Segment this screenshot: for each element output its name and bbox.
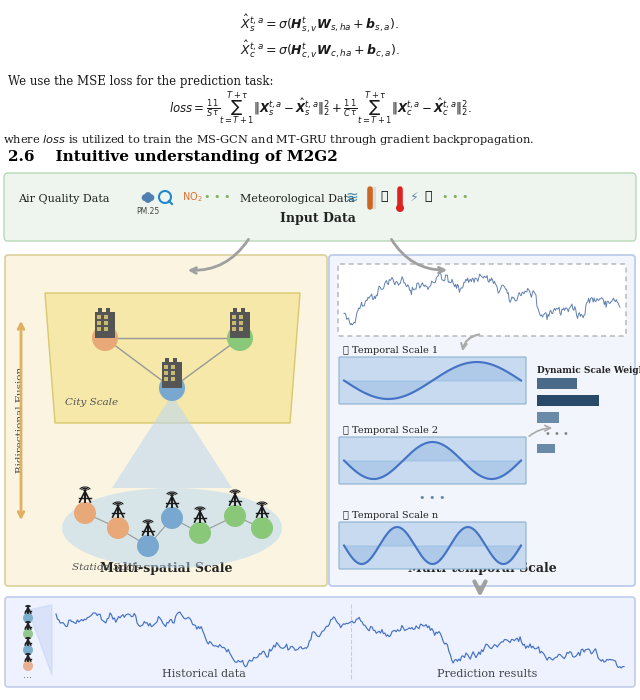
Bar	[232, 315, 236, 319]
Text: $loss = \frac{1}{S}\frac{1}{\tau}\sum_{t=T+1}^{T+\tau}\|\boldsymbol{X}_s^{t,a}-\: $loss = \frac{1}{S}\frac{1}{\tau}\sum_{t…	[169, 90, 471, 127]
Bar	[241, 308, 245, 313]
Text: $\hat{X}_c^{t,a} = \sigma(\boldsymbol{H}_{c,v}^t \boldsymbol{W}_{c,ha} + \boldsy: $\hat{X}_c^{t,a} = \sigma(\boldsymbol{H}…	[240, 38, 400, 61]
Bar	[537, 444, 555, 453]
Text: Bidirectional Fusion: Bidirectional Fusion	[17, 367, 26, 473]
Circle shape	[145, 196, 152, 203]
Text: • • •: • • •	[545, 429, 569, 439]
Text: • • •: • • •	[442, 192, 468, 202]
Bar	[173, 358, 177, 363]
Bar	[162, 362, 182, 388]
Bar	[537, 412, 559, 423]
FancyBboxPatch shape	[4, 173, 636, 241]
Text: City Scale: City Scale	[65, 398, 118, 407]
Circle shape	[147, 194, 154, 201]
Bar	[239, 327, 243, 331]
Text: Multi-spatial Scale: Multi-spatial Scale	[100, 562, 232, 575]
Bar	[98, 308, 102, 313]
Text: Dynamic Scale Weights: Dynamic Scale Weights	[537, 366, 640, 375]
Text: We use the MSE loss for the prediction task:: We use the MSE loss for the prediction t…	[8, 75, 273, 88]
Bar	[104, 315, 108, 319]
FancyBboxPatch shape	[338, 264, 626, 336]
Circle shape	[107, 517, 129, 539]
Circle shape	[92, 325, 118, 351]
Text: 2.6    Intuitive understanding of M2G2: 2.6 Intuitive understanding of M2G2	[8, 150, 338, 164]
Bar	[95, 312, 115, 338]
Bar	[104, 321, 108, 325]
Circle shape	[189, 522, 211, 544]
Polygon shape	[112, 401, 232, 488]
Text: $\mathrm{NO_2}$: $\mathrm{NO_2}$	[182, 190, 203, 204]
Text: ≋: ≋	[346, 190, 358, 204]
FancyBboxPatch shape	[339, 437, 526, 484]
Bar	[164, 371, 168, 375]
Circle shape	[227, 325, 253, 351]
Bar	[104, 327, 108, 331]
Text: where $\it{loss}$ is utilized to train the MS-GCN and MT-GRU through gradient ba: where $\it{loss}$ is utilized to train t…	[3, 133, 534, 147]
Bar	[106, 308, 110, 313]
Bar	[97, 315, 101, 319]
Text: • • •: • • •	[419, 493, 445, 503]
Circle shape	[396, 204, 404, 212]
Circle shape	[23, 613, 33, 623]
Polygon shape	[28, 605, 52, 675]
Bar	[164, 365, 168, 369]
Text: ① Temporal Scale 2: ① Temporal Scale 2	[343, 426, 438, 435]
Bar	[171, 365, 175, 369]
Circle shape	[224, 505, 246, 527]
Circle shape	[74, 502, 96, 524]
Bar	[97, 321, 101, 325]
FancyBboxPatch shape	[5, 255, 327, 586]
Bar	[232, 321, 236, 325]
FancyBboxPatch shape	[329, 255, 635, 586]
Circle shape	[23, 629, 33, 639]
Text: Station Scale: Station Scale	[72, 563, 141, 572]
Text: Meteorological Data: Meteorological Data	[240, 194, 355, 204]
Text: Prediction results: Prediction results	[438, 669, 538, 679]
Bar	[233, 308, 237, 313]
Text: Multi-temporal Scale: Multi-temporal Scale	[408, 562, 556, 575]
FancyBboxPatch shape	[339, 357, 526, 404]
Text: $\hat{X}_s^{t,a} = \sigma(\boldsymbol{H}_{s,v}^t \boldsymbol{W}_{s,ha} + \boldsy: $\hat{X}_s^{t,a} = \sigma(\boldsymbol{H}…	[241, 12, 399, 35]
Circle shape	[23, 661, 33, 671]
Text: Historical data: Historical data	[162, 669, 246, 679]
Circle shape	[145, 192, 152, 199]
Bar	[97, 327, 101, 331]
Circle shape	[23, 645, 33, 655]
Ellipse shape	[62, 488, 282, 568]
Text: Air Quality Data: Air Quality Data	[18, 194, 109, 204]
Bar	[239, 321, 243, 325]
FancyBboxPatch shape	[5, 597, 635, 687]
Bar	[171, 371, 175, 375]
Text: • • •: • • •	[204, 192, 230, 202]
Circle shape	[137, 535, 159, 557]
FancyBboxPatch shape	[339, 522, 526, 569]
Bar	[164, 377, 168, 381]
Circle shape	[141, 194, 148, 201]
Text: ...: ...	[24, 670, 33, 680]
Bar	[232, 327, 236, 331]
Circle shape	[251, 517, 273, 539]
Bar	[537, 395, 599, 406]
Bar	[230, 312, 250, 338]
Text: ① Temporal Scale 1: ① Temporal Scale 1	[343, 346, 438, 355]
Bar	[165, 358, 169, 363]
Text: 🌊: 🌊	[424, 190, 432, 204]
Text: 💧: 💧	[380, 190, 388, 204]
Text: PM.25: PM.25	[136, 207, 159, 216]
Text: ① Temporal Scale n: ① Temporal Scale n	[343, 511, 438, 520]
Polygon shape	[45, 293, 300, 423]
Text: Input Data: Input Data	[280, 212, 356, 225]
Circle shape	[159, 375, 185, 401]
Bar	[239, 315, 243, 319]
Text: ⚡: ⚡	[410, 190, 419, 204]
Bar	[537, 378, 577, 389]
Circle shape	[161, 507, 183, 529]
Bar	[171, 377, 175, 381]
